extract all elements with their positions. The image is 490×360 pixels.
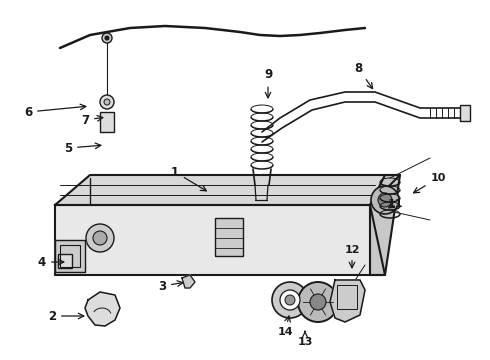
- Polygon shape: [55, 240, 85, 272]
- Circle shape: [105, 36, 109, 40]
- Circle shape: [310, 294, 326, 310]
- Text: 11: 11: [387, 199, 403, 209]
- Text: 7: 7: [81, 113, 103, 126]
- Bar: [337, 285, 357, 309]
- Circle shape: [102, 33, 112, 43]
- Polygon shape: [85, 292, 120, 326]
- Circle shape: [272, 282, 308, 318]
- Polygon shape: [55, 175, 400, 205]
- Text: 8: 8: [354, 62, 372, 89]
- Circle shape: [86, 224, 114, 252]
- Text: 3: 3: [158, 279, 183, 292]
- Text: 14: 14: [277, 316, 293, 337]
- Polygon shape: [182, 275, 195, 288]
- Circle shape: [378, 193, 392, 207]
- Bar: [215, 218, 243, 256]
- Circle shape: [371, 186, 399, 214]
- Circle shape: [285, 295, 295, 305]
- Circle shape: [298, 282, 338, 322]
- Bar: [460, 105, 470, 121]
- Circle shape: [93, 231, 107, 245]
- Polygon shape: [370, 175, 400, 275]
- Text: 6: 6: [24, 104, 86, 118]
- Text: 4: 4: [38, 256, 64, 269]
- Bar: [60, 245, 80, 267]
- Text: 13: 13: [297, 331, 313, 347]
- Polygon shape: [55, 205, 385, 275]
- Text: 10: 10: [414, 173, 446, 193]
- Text: 1: 1: [171, 166, 206, 191]
- Circle shape: [100, 95, 114, 109]
- Text: 9: 9: [264, 68, 272, 98]
- Bar: [100, 112, 114, 132]
- Text: 5: 5: [64, 141, 101, 154]
- Circle shape: [280, 290, 300, 310]
- Circle shape: [104, 99, 110, 105]
- Text: 2: 2: [48, 310, 84, 323]
- Polygon shape: [330, 280, 365, 322]
- Bar: [58, 254, 72, 268]
- Text: 12: 12: [344, 245, 360, 268]
